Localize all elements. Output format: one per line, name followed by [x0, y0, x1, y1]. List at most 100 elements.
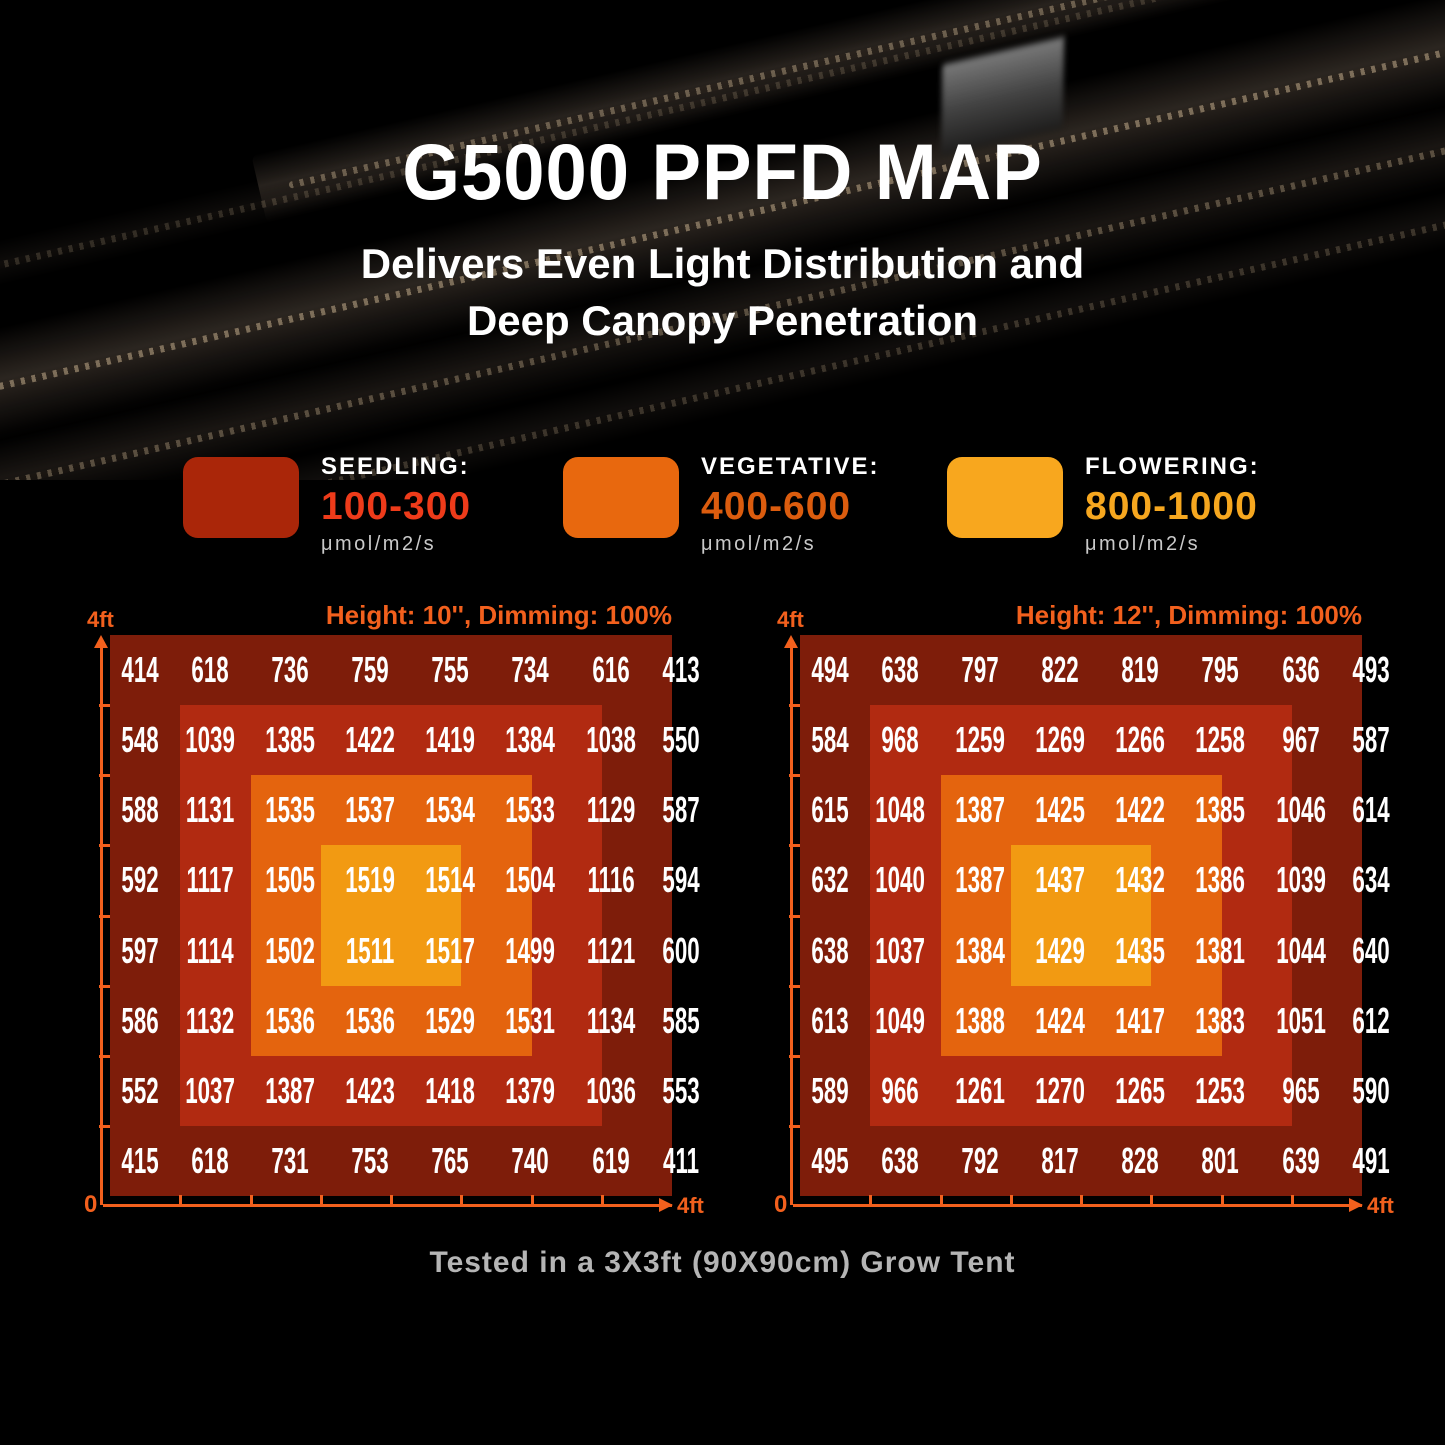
axis-tick: [1009, 1195, 1013, 1204]
ppfd-value: 585: [662, 999, 700, 1041]
y-axis-arrow-icon: [94, 635, 108, 648]
legend-unit: μmol/m2/s: [701, 533, 817, 555]
ppfd-value: 600: [662, 929, 700, 971]
vegetative-color-swatch: [563, 457, 679, 538]
ppfd-value: 1432: [1115, 859, 1166, 901]
ppfd-value: 548: [121, 719, 159, 761]
ppfd-value: 1270: [1035, 1069, 1086, 1111]
ppfd-value: 1131: [185, 789, 235, 831]
axis-tick: [249, 1195, 253, 1204]
ppfd-value: 1037: [185, 1069, 235, 1111]
ppfd-map-height-10: Height: 10'', Dimming: 100% 4ft 414 618 73…: [84, 598, 720, 1250]
ppfd-value: 553: [662, 1069, 700, 1111]
x-axis-max-label: 4ft: [677, 1193, 704, 1218]
ppfd-value: 638: [811, 929, 849, 971]
axis-tick: [1220, 1195, 1224, 1204]
map-header: Height: 12'', Dimming: 100%: [1015, 600, 1362, 630]
ppfd-value: 618: [191, 649, 229, 691]
ppfd-value: 1269: [1035, 719, 1086, 761]
ppfd-value: 792: [961, 1139, 999, 1181]
ppfd-value: 594: [662, 859, 700, 901]
axis-tick: [789, 1124, 801, 1128]
ppfd-value: 801: [1201, 1139, 1240, 1181]
ppfd-value: 797: [961, 649, 999, 691]
ppfd-value: 1266: [1115, 719, 1166, 761]
ppfd-value: 1536: [265, 999, 316, 1041]
ppfd-value: 1387: [265, 1069, 316, 1111]
page-title: G5000 PPFD MAP: [402, 127, 1043, 216]
ppfd-value: 587: [662, 789, 700, 831]
ppfd-value: 1049: [875, 999, 925, 1041]
ppfd-value: 494: [811, 649, 849, 691]
y-axis-max-label: 4ft: [777, 607, 804, 632]
ppfd-value: 636: [1281, 649, 1320, 691]
axis-tick: [99, 914, 111, 918]
ppfd-value: 1387: [955, 789, 1006, 831]
ppfd-value: 592: [121, 859, 159, 901]
y-axis-max-label: 4ft: [87, 607, 114, 632]
ppfd-value: 1385: [1195, 789, 1246, 831]
ppfd-value: 1117: [186, 859, 234, 901]
ppfd-value: 632: [811, 859, 849, 901]
ppfd-value: 736: [271, 649, 309, 691]
flowering-color-swatch: [947, 457, 1063, 538]
ppfd-value: 1502: [265, 929, 316, 971]
ppfd-value: 1536: [345, 999, 396, 1041]
x-axis-max-label: 4ft: [1367, 1193, 1394, 1218]
zone-center: [320, 845, 462, 986]
ppfd-value: 753: [351, 1139, 389, 1181]
axis-tick: [319, 1195, 323, 1204]
legend-unit: μmol/m2/s: [321, 533, 437, 555]
ppfd-value: 1129: [586, 789, 635, 831]
ppfd-value: 1388: [955, 999, 1006, 1041]
ppfd-value: 1258: [1195, 719, 1246, 761]
ppfd-value: 413: [662, 649, 700, 691]
ppfd-value: 1419: [425, 719, 476, 761]
ppfd-value: 1040: [875, 859, 925, 901]
x-axis-arrow-icon: [659, 1198, 673, 1212]
ppfd-value: 1383: [1195, 999, 1246, 1041]
ppfd-value: 1529: [425, 999, 476, 1041]
ppfd-value: 639: [1281, 1139, 1320, 1181]
y-axis: [790, 646, 793, 1205]
ppfd-value: 968: [881, 719, 919, 761]
ppfd-heatmap: 414 618 736 759 755 734 616 413 548 1039 1385 1422 1…: [110, 635, 699, 1196]
ppfd-value: 638: [881, 1139, 919, 1181]
ppfd-value: 1046: [1275, 789, 1326, 831]
ppfd-value: 411: [662, 1139, 699, 1181]
ppfd-value: 552: [121, 1069, 159, 1111]
axis-tick: [789, 704, 801, 708]
legend-label: VEGETATIVE:: [701, 453, 880, 480]
ppfd-value: 966: [881, 1069, 919, 1111]
ppfd-value: 765: [431, 1139, 470, 1181]
ppfd-value: 1437: [1035, 859, 1086, 901]
ppfd-value: 1417: [1115, 999, 1166, 1041]
ppfd-value: 1044: [1275, 929, 1326, 971]
ppfd-value: 1384: [955, 929, 1006, 971]
ppfd-value: 597: [121, 929, 159, 971]
ppfd-value: 1422: [345, 719, 396, 761]
ppfd-value: 734: [511, 649, 550, 691]
ppfd-value: 1429: [1035, 929, 1086, 971]
ppfd-value: 822: [1041, 649, 1079, 691]
ppfd-map-height-12: Height: 12'', Dimming: 100% 4ft 494 638 79…: [774, 598, 1410, 1250]
ppfd-value: 967: [1281, 719, 1320, 761]
ppfd-value: 1134: [586, 999, 635, 1041]
ppfd-value: 1517: [425, 929, 476, 971]
ppfd-value: 965: [1281, 1069, 1320, 1111]
ppfd-value: 495: [811, 1139, 849, 1181]
axis-tick: [99, 1054, 111, 1058]
ppfd-value: 588: [121, 789, 159, 831]
ppfd-value: 616: [591, 649, 630, 691]
ppfd-value: 1037: [875, 929, 925, 971]
ppfd-value: 1261: [955, 1069, 1006, 1111]
axis-tick: [99, 704, 111, 708]
axis-tick: [789, 984, 801, 988]
axis-tick: [789, 914, 801, 918]
zone-center: [1010, 845, 1152, 986]
axis-tick: [99, 844, 111, 848]
ppfd-value: 493: [1352, 649, 1390, 691]
ppfd-value: 618: [191, 1139, 229, 1181]
ppfd-value: 1537: [345, 789, 396, 831]
ppfd-value: 615: [811, 789, 849, 831]
